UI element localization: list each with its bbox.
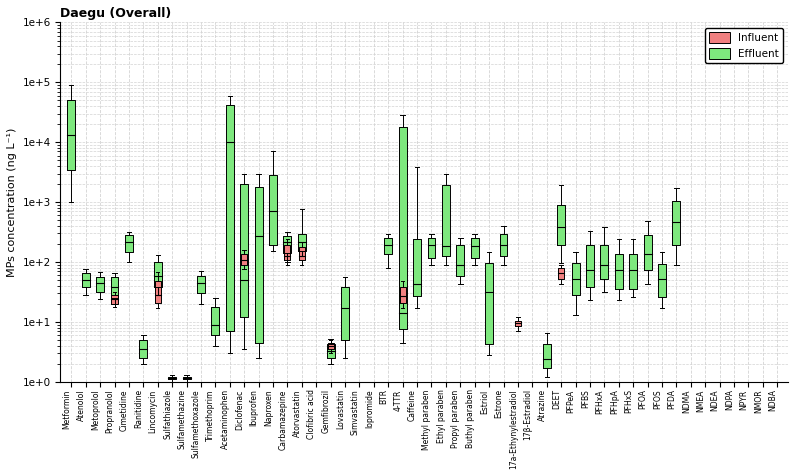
Y-axis label: MPs concentration (ng L⁻¹): MPs concentration (ng L⁻¹) — [7, 128, 17, 277]
Legend: Influent, Effluent: Influent, Effluent — [704, 28, 783, 63]
Text: Daegu (Overall): Daegu (Overall) — [60, 7, 172, 20]
